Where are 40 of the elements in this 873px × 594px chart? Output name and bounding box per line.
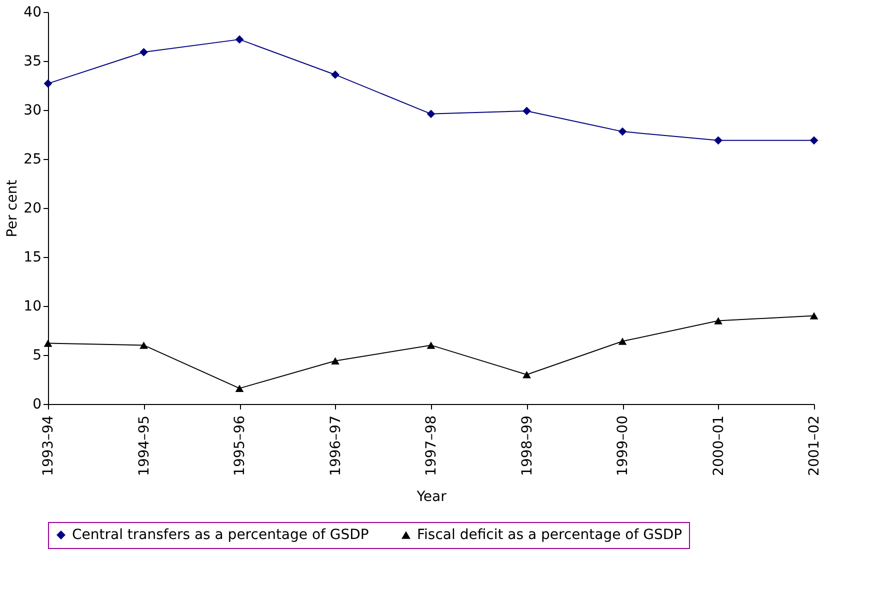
x-tick-label: 1995–96 xyxy=(232,415,248,476)
x-tick-label: 2000–01 xyxy=(710,416,727,476)
x-axis-title: Year xyxy=(416,488,447,505)
y-tick-label: 35 xyxy=(24,54,42,70)
point xyxy=(235,35,244,44)
y-tick-label: 5 xyxy=(32,348,42,364)
point xyxy=(522,106,531,116)
x-tick-label: 1999–00 xyxy=(615,416,631,476)
legend-label: Central transfers as a percentage of GSDP xyxy=(72,527,369,543)
y-tick-label: 25 xyxy=(24,152,42,168)
point xyxy=(44,340,52,347)
y-axis-title: Per cent xyxy=(4,179,21,238)
y-tick-label: 10 xyxy=(24,298,42,314)
point xyxy=(426,342,436,349)
point xyxy=(140,48,148,56)
x-tick-label: 1993–94 xyxy=(40,415,56,476)
point xyxy=(331,357,340,365)
x-tick-label: 1996–97 xyxy=(328,416,344,476)
point xyxy=(522,370,531,378)
x-tick-label: 1998–99 xyxy=(519,416,536,476)
point xyxy=(714,317,722,324)
y-tick-label: 20 xyxy=(24,200,42,216)
point xyxy=(714,136,722,145)
y-tick-label: 0 xyxy=(32,396,42,412)
legend-label: Fiscal deficit as a percentage of GSDP xyxy=(417,527,682,543)
point xyxy=(235,384,244,392)
point xyxy=(810,136,818,145)
point xyxy=(618,127,627,136)
point xyxy=(810,312,818,320)
x-tick-label: 2001–02 xyxy=(806,416,822,476)
point xyxy=(44,79,52,88)
x-tick-label: 1997–98 xyxy=(424,416,440,476)
point xyxy=(426,110,436,118)
point xyxy=(140,342,148,349)
y-tick-label: 30 xyxy=(24,102,42,118)
point xyxy=(331,70,340,79)
point xyxy=(618,338,627,345)
x-tick-label: 1994–95 xyxy=(136,416,152,476)
y-tick-label: 40 xyxy=(24,4,42,20)
y-tick-label: 15 xyxy=(24,250,42,266)
